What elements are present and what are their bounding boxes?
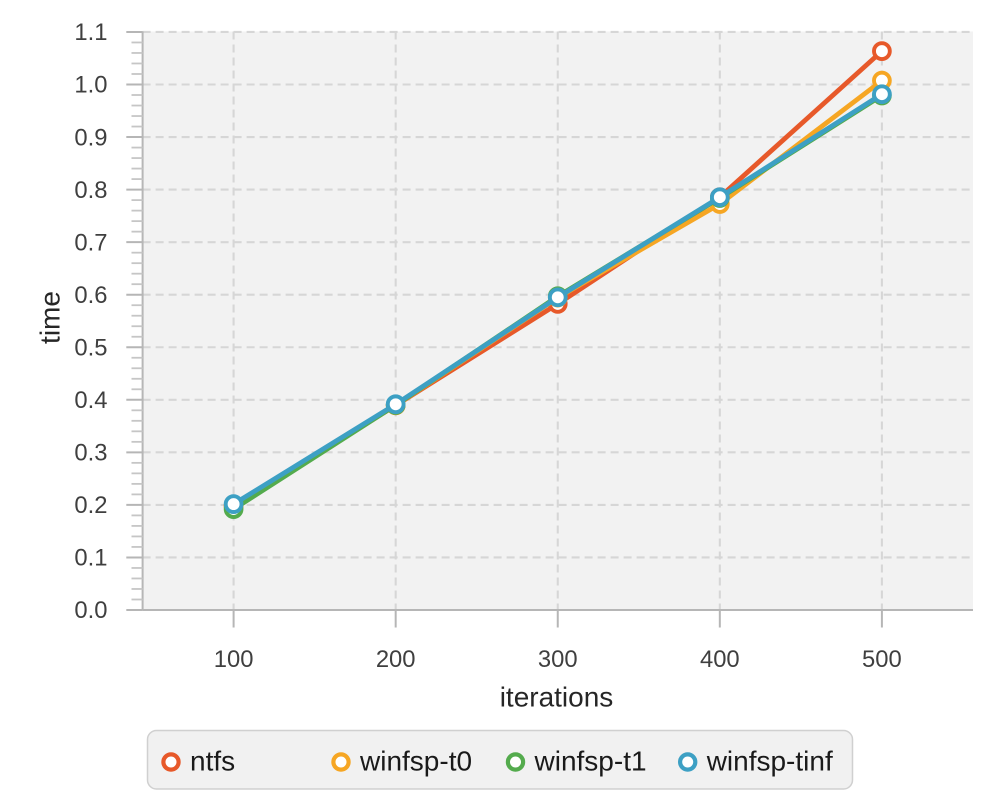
svg-text:ntfs: ntfs bbox=[190, 745, 235, 776]
svg-text:0.6: 0.6 bbox=[74, 282, 107, 309]
svg-text:0.2: 0.2 bbox=[74, 492, 107, 519]
svg-text:0.3: 0.3 bbox=[74, 440, 107, 467]
svg-text:0.8: 0.8 bbox=[74, 177, 107, 204]
svg-text:0.4: 0.4 bbox=[74, 387, 107, 414]
svg-text:0.9: 0.9 bbox=[74, 124, 107, 151]
svg-text:100: 100 bbox=[214, 646, 254, 673]
svg-text:winfsp-tinf: winfsp-tinf bbox=[706, 745, 833, 776]
svg-text:0.5: 0.5 bbox=[74, 334, 107, 361]
svg-text:winfsp-t0: winfsp-t0 bbox=[359, 745, 472, 776]
svg-text:300: 300 bbox=[538, 646, 578, 673]
svg-text:400: 400 bbox=[700, 646, 740, 673]
svg-text:winfsp-t1: winfsp-t1 bbox=[534, 745, 647, 776]
svg-text:1.0: 1.0 bbox=[74, 72, 107, 99]
svg-text:500: 500 bbox=[862, 646, 902, 673]
svg-text:0.7: 0.7 bbox=[74, 229, 107, 256]
svg-text:1.1: 1.1 bbox=[74, 19, 107, 46]
svg-text:0.0: 0.0 bbox=[74, 597, 107, 624]
svg-text:iterations: iterations bbox=[500, 682, 614, 713]
svg-text:0.1: 0.1 bbox=[74, 545, 107, 572]
svg-text:200: 200 bbox=[376, 646, 416, 673]
svg-text:time: time bbox=[34, 291, 65, 344]
